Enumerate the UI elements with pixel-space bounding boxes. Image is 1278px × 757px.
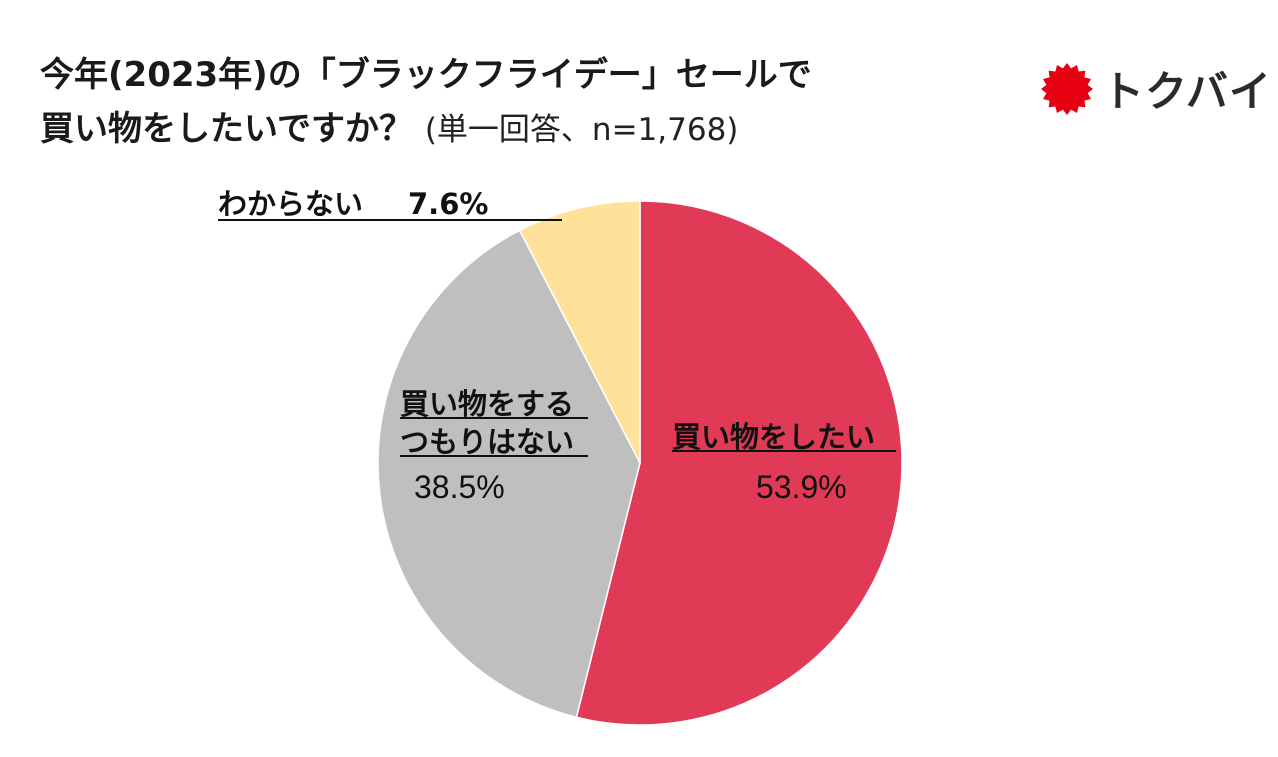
- slice-value-unknown: 7.6%: [408, 187, 488, 221]
- slice-value-not: 38.5%: [414, 469, 505, 505]
- brand-logo: トクバイ: [1040, 58, 1272, 119]
- chart-title: 今年(2023年)の「ブラックフライデー」セールで 買い物をしたいですか？ (単…: [40, 48, 812, 157]
- slice-value-want: 53.9%: [756, 469, 847, 505]
- slice-label-not-line2: つもりはない: [400, 425, 574, 459]
- pie-slice-unknown: [518, 200, 641, 464]
- slice-label-want: 買い物をしたい: [672, 420, 875, 454]
- logo-text: トクバイ: [1102, 67, 1272, 116]
- title-line-2: 買い物をしたいですか？: [40, 109, 413, 149]
- chart-subtitle: (単一回答、n=1,768): [424, 112, 739, 148]
- starburst-shape: [1041, 62, 1093, 115]
- title-line-1: 今年(2023年)の「ブラックフライデー」セールで: [40, 55, 812, 95]
- slice-label-unknown: わからない: [218, 187, 363, 221]
- slice-label-not-line1: 買い物をする: [400, 387, 574, 421]
- pie-slice-not: [377, 229, 641, 719]
- red-starburst-icon: [1041, 62, 1093, 115]
- pie-slice-want: [575, 200, 903, 726]
